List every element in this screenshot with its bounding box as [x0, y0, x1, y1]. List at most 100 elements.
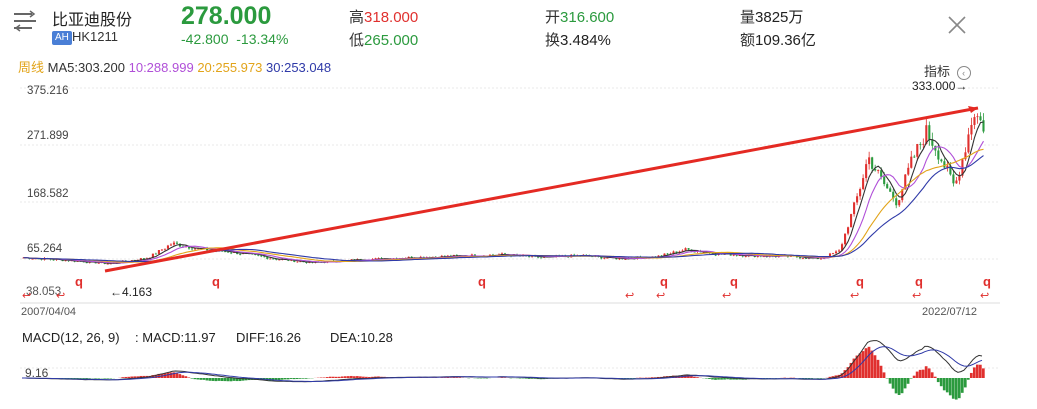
marker-arrow: ↩ — [912, 290, 921, 302]
macd-bar — [918, 369, 922, 378]
macd-bar — [127, 376, 131, 378]
candle — [193, 248, 197, 250]
candle — [693, 251, 696, 253]
ma5-line — [23, 121, 984, 264]
candle — [819, 258, 823, 260]
macd-bar — [274, 378, 278, 381]
candle — [166, 245, 170, 249]
close-icon[interactable] — [946, 14, 968, 36]
ma10-line — [23, 140, 984, 264]
candle — [850, 214, 853, 228]
candle — [979, 116, 982, 121]
stock-chart[interactable]: 375.216 271.899 168.582 65.264 333.000→ … — [0, 80, 1037, 409]
marker-q: q — [212, 274, 220, 289]
macd-bar — [981, 368, 985, 378]
macd-bar — [280, 378, 284, 380]
macd-bar — [729, 378, 732, 380]
macd-bar — [211, 378, 215, 381]
marker-q: q — [915, 274, 923, 289]
macd-bar — [912, 375, 916, 378]
candle — [925, 125, 928, 144]
change-percent: -13.34% — [236, 31, 289, 47]
candle — [949, 165, 952, 175]
dea-value: DEA:10.28 — [330, 330, 393, 345]
macd-bar — [334, 376, 338, 378]
macd-bar — [951, 378, 955, 399]
candle — [922, 143, 925, 145]
macd-bar — [214, 378, 218, 382]
candle — [831, 253, 835, 255]
macd-bar — [650, 377, 654, 378]
macd-bar — [852, 358, 856, 378]
trend-arrowhead — [968, 106, 978, 113]
candle — [801, 258, 804, 259]
macd-bar — [184, 376, 188, 378]
macd-bar — [157, 373, 161, 378]
candle — [275, 259, 278, 260]
macd-bar — [524, 378, 528, 379]
period-label[interactable]: 周线 — [18, 60, 45, 75]
candle — [834, 251, 838, 254]
candle — [154, 253, 157, 255]
candle — [422, 256, 425, 259]
macd-bar — [527, 378, 531, 379]
marker-q: q — [660, 274, 668, 289]
candle — [901, 189, 904, 201]
ma10-label: 10:288.999 — [128, 60, 194, 75]
macd-bar — [653, 377, 657, 378]
macd-bar — [873, 355, 877, 378]
candle — [738, 255, 741, 257]
menu-icon[interactable] — [12, 10, 38, 32]
candle — [934, 145, 937, 151]
macd-bar — [139, 375, 143, 378]
macd-bar — [876, 359, 880, 378]
candle — [955, 180, 958, 184]
macd-bar — [948, 378, 952, 396]
candle — [931, 139, 934, 146]
candle — [940, 159, 943, 162]
candle — [910, 156, 913, 168]
macd-bar — [942, 378, 946, 391]
marker-arrow: ↩ — [850, 290, 859, 302]
candle — [299, 261, 302, 263]
macd-bar — [861, 351, 865, 378]
marker-arrow: ↩ — [625, 290, 634, 302]
macd-bar — [289, 378, 293, 379]
candle — [34, 258, 37, 260]
candle — [157, 250, 160, 254]
macd-bar — [337, 376, 341, 378]
candle — [500, 253, 504, 255]
max-price-label: 333.000→ — [912, 80, 967, 93]
candle — [958, 175, 961, 181]
macd-bar — [205, 378, 209, 381]
candle — [877, 170, 880, 171]
macd-bar — [298, 378, 302, 379]
macd-bar — [187, 377, 191, 378]
candle — [798, 257, 801, 259]
candle — [862, 178, 865, 190]
ma20-line — [23, 148, 984, 263]
macd-bar — [894, 378, 898, 394]
candle — [187, 246, 191, 249]
candle — [142, 258, 145, 259]
open-value: 316.600 — [560, 9, 615, 26]
macd-bar — [344, 376, 347, 378]
macd-bar — [121, 377, 125, 378]
candle — [224, 251, 227, 253]
macd-bar — [963, 378, 967, 388]
candle — [847, 227, 850, 234]
macd-bar — [867, 346, 871, 378]
candle — [227, 251, 230, 253]
macd-bar — [939, 378, 943, 387]
high-stat: 高318.000 — [349, 9, 419, 26]
macd-bar — [735, 378, 738, 380]
macd-bar — [975, 364, 979, 378]
macd-bar — [178, 374, 182, 378]
y-tick-label: 168.582 — [27, 188, 69, 200]
indicator-button[interactable]: 指标 ‹ — [924, 61, 971, 80]
ma30-label: 30:253.048 — [266, 60, 332, 75]
macd-bar — [903, 378, 907, 389]
macd-bar — [193, 378, 197, 380]
marker-arrow: ↩ — [56, 290, 65, 302]
macd-bar — [136, 376, 140, 378]
